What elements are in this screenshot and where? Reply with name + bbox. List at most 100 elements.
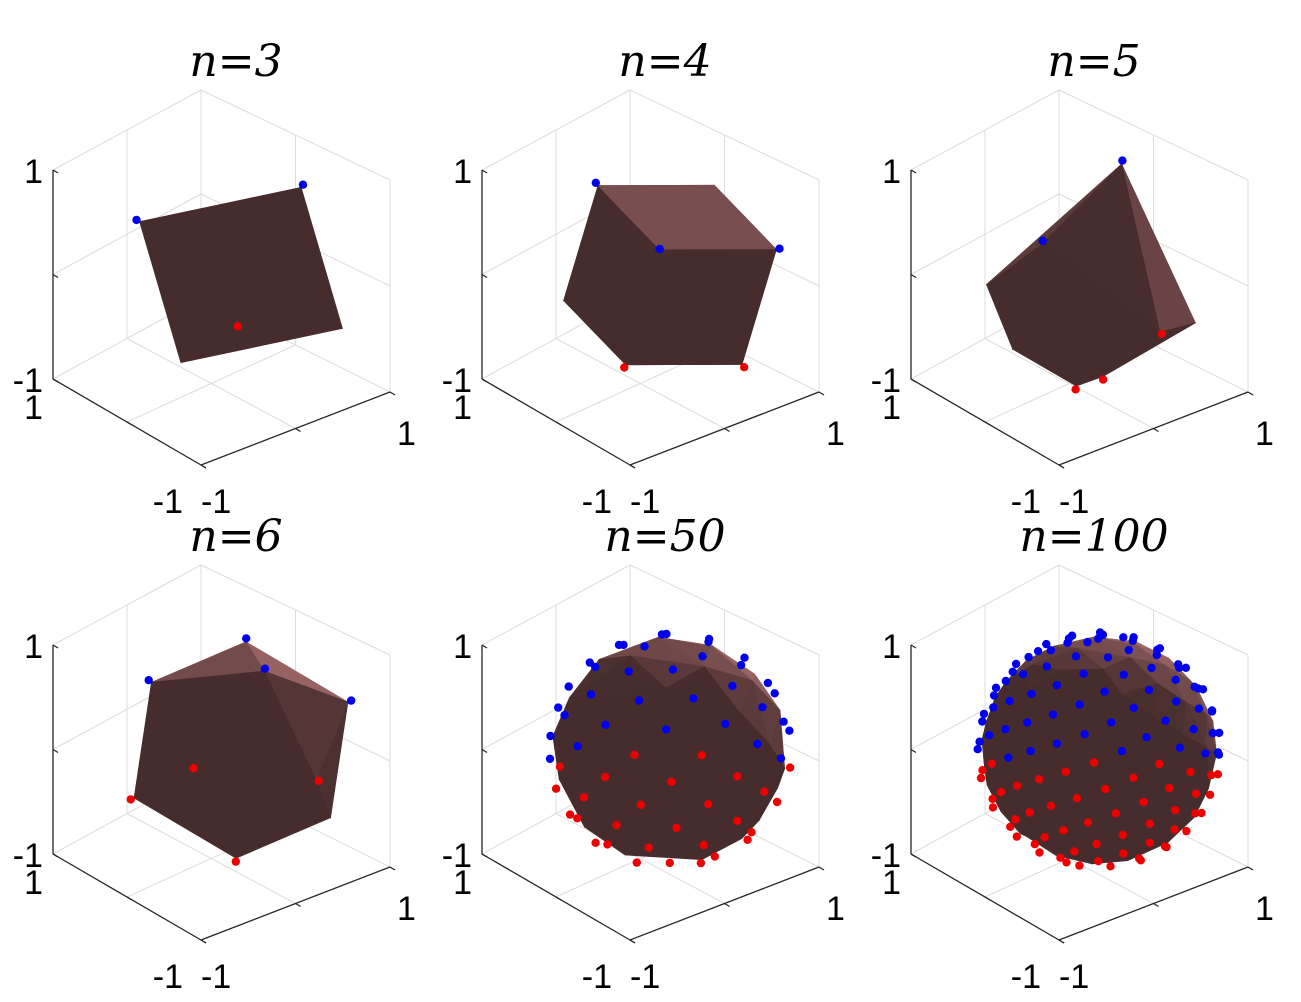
data-point [1170,805,1180,815]
data-point [704,634,714,644]
data-point [189,764,198,773]
data-point [1006,822,1015,831]
tick-label: 1 [24,628,43,666]
data-point [989,691,999,700]
data-point [1145,838,1154,847]
tick-mark [910,853,917,858]
tick-label: 1 [24,864,43,902]
data-point [1154,759,1164,769]
data-point [1012,832,1021,841]
data-point [573,742,582,751]
data-point [1004,753,1013,762]
tick-label: 1 [453,628,472,666]
data-point [988,803,998,812]
tick-mark [481,748,488,754]
data-point [1147,663,1156,673]
data-point [1080,730,1089,739]
data-point [1201,749,1210,758]
data-point [697,751,706,760]
data-point [1063,638,1072,647]
data-point [1118,156,1127,165]
panel-4: n=61-11-1 -11 [13,511,416,996]
tick-mark [481,378,488,383]
data-point [668,665,678,674]
tick-label: -1 [153,958,183,996]
data-point [1161,716,1170,725]
tick-mark [1058,939,1065,944]
data-point [1001,724,1010,734]
panel-5: n=501-11-1 -11 [442,511,845,996]
data-point [1025,808,1034,817]
data-point [1175,743,1184,752]
tick-label: 1 [397,890,416,928]
panel-2: n=41-11-1 -11 [442,36,845,521]
tick-mark [818,391,825,396]
data-point [1175,663,1184,672]
data-point [1139,797,1148,807]
data-point [1083,637,1092,647]
data-point [753,739,762,749]
points [126,634,356,866]
surface [133,641,349,860]
tick-mark [910,273,917,279]
data-point [1070,847,1079,856]
data-point [1035,848,1044,857]
data-point [551,784,561,793]
panel-title: n=100 [1019,511,1168,562]
data-point [1189,725,1198,734]
data-point [1153,645,1162,654]
panel-title: n=6 [189,511,282,562]
data-point [579,793,589,802]
data-point [987,759,997,768]
tick-mark [52,169,59,174]
data-point [126,795,135,804]
data-point [760,787,769,796]
data-point [667,777,676,787]
surface-face [138,186,302,326]
data-point [975,737,984,746]
tick-label: -1 [13,362,43,400]
tick-mark [910,378,917,383]
panel-title: n=50 [604,511,725,562]
tick-mark [52,378,59,383]
tick-label: 1 [826,890,845,928]
data-point [978,717,987,726]
axis-grid [52,89,396,469]
tick-label: -1 [1059,483,1089,521]
data-point [1157,329,1166,339]
data-point [591,838,600,847]
data-point [600,772,610,782]
data-point [743,835,752,844]
data-point [1075,861,1084,870]
data-point [144,676,153,685]
panel-title: n=4 [618,36,711,87]
data-point [989,703,998,712]
data-point [779,717,788,726]
data-point [736,660,746,670]
data-point [1106,862,1115,871]
data-point [721,719,730,728]
tick-mark [1153,902,1159,908]
tick-label: 1 [24,389,43,427]
data-point [1107,718,1116,727]
data-point [733,772,742,781]
data-point [1181,663,1191,672]
data-point [1119,849,1128,858]
tick-mark [629,464,636,469]
tick-mark [984,896,991,901]
data-point [1207,706,1217,715]
data-point [1208,728,1217,738]
data-point [1062,858,1071,867]
data-point [996,787,1006,797]
data-point [1038,236,1047,245]
data-point [1191,809,1200,818]
data-point [1119,633,1128,642]
tick-label: 1 [1255,890,1274,928]
tick-mark [295,902,301,908]
data-point [988,794,997,804]
data-point [640,642,649,651]
surface [563,184,778,366]
data-point [1042,639,1051,649]
data-point [591,178,600,187]
data-point [665,858,674,868]
